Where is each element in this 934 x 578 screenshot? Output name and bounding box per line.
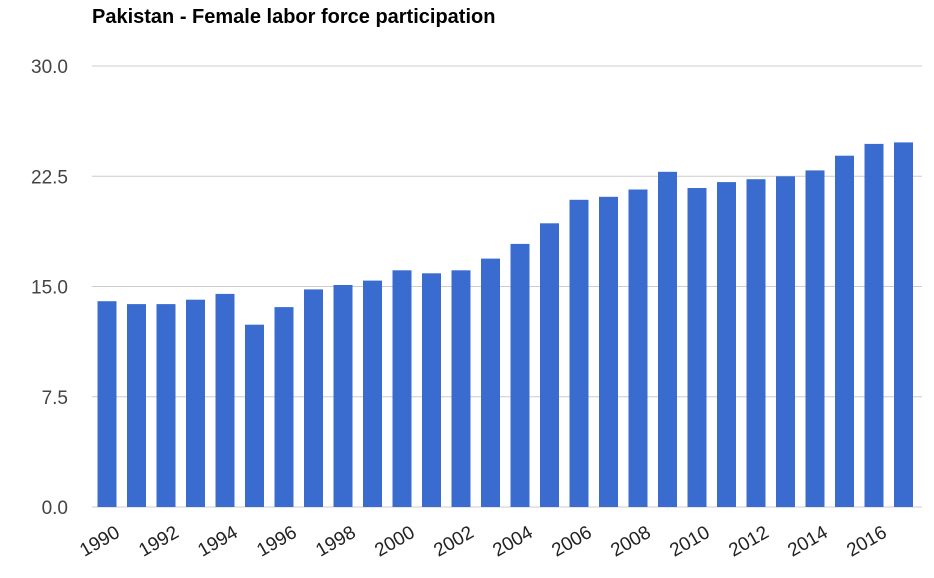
x-tick-label: 1998 [312,522,359,561]
x-tick-label: 2012 [725,522,772,561]
bars [97,142,913,508]
y-axis-ticks: 0.0 7.5 15.0 22.5 30.0 [31,57,68,519]
bar-2010 [687,188,707,507]
bar-1998 [333,285,353,507]
bar-2013 [776,176,795,508]
bar-1993 [186,299,205,507]
bar-1990 [97,301,117,507]
y-tick-label: 7.5 [42,388,68,409]
x-tick-label: 2000 [371,522,418,561]
x-axis-ticks: 1990 1992 1994 1996 1998 2000 2002 2004 2006 2008… [76,522,890,562]
bar-2005 [540,223,559,508]
bar-2007 [599,196,618,508]
x-tick-label: 2016 [843,522,890,561]
bar-1991 [127,304,146,507]
x-tick-label: 1996 [253,522,300,561]
bar-2012 [746,179,766,507]
y-tick-label: 0.0 [42,498,68,519]
bar-2002 [451,270,471,507]
bar-2015 [835,155,854,507]
bar-1992 [156,304,176,507]
bar-2006 [569,199,589,508]
x-tick-label: 2002 [430,522,477,561]
x-tick-label: 1992 [135,522,182,561]
x-tick-label: 2006 [548,522,595,561]
bar-2004 [510,243,530,507]
bar-2017 [894,142,913,507]
bar-2000 [392,270,412,507]
y-tick-label: 15.0 [31,278,68,299]
x-tick-label: 1990 [76,522,123,561]
x-tick-label: 2004 [489,522,536,562]
x-tick-label: 2010 [666,522,713,561]
bar-2016 [864,143,884,507]
x-tick-label: 2014 [784,522,831,562]
bar-1995 [245,324,264,507]
bar-1999 [363,280,382,507]
bar-2003 [481,258,500,507]
bar-2014 [805,170,825,507]
chart-title: Pakistan - Female labor force participat… [92,6,496,28]
bar-2009 [658,171,677,508]
x-tick-label: 2008 [607,522,654,561]
bar-2011 [717,182,736,507]
y-tick-label: 22.5 [31,167,68,188]
bar-1994 [215,293,235,507]
x-tick-label: 1994 [194,522,241,562]
y-tick-label: 30.0 [31,57,68,78]
bar-1996 [274,307,294,507]
bar-2008 [628,189,648,507]
bar-1997 [304,289,323,507]
bar-2001 [422,273,441,507]
